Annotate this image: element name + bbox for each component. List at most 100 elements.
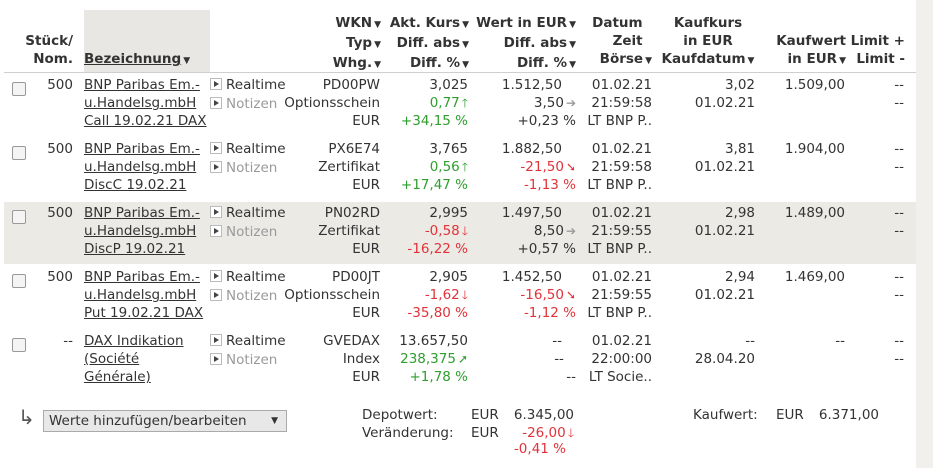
- notizen-link[interactable]: Notizen: [210, 223, 277, 241]
- play-icon: [210, 97, 222, 109]
- wkn: PX6E74 Zertifikat EUR: [318, 141, 380, 193]
- play-icon: [210, 289, 222, 301]
- security-name-link[interactable]: BNP Paribas Em.- u.Handelsg.mbH Call 19.02…: [84, 77, 207, 129]
- arrow-right-icon: ➔: [565, 224, 576, 238]
- header-kaufwert[interactable]: Kaufwert in EUR ▼: [776, 33, 846, 67]
- security-name-link[interactable]: BNP Paribas Em.- u.Handelsg.mbH DiscC 19.0…: [84, 141, 200, 193]
- header-wkn[interactable]: WKN ▼ Typ ▼ Whg. ▼: [332, 15, 381, 71]
- quantity: 500: [47, 77, 73, 93]
- table-row[interactable]: 500 BNP Paribas Em.- u.Handelsg.mbH DiscC 1…: [4, 138, 916, 200]
- table-row[interactable]: 500 BNP Paribas Em.- u.Handelsg.mbH Put 19.…: [4, 266, 916, 328]
- kaufwert: 1.469,00: [784, 269, 845, 285]
- play-icon: [210, 206, 222, 218]
- header-kaufkurs[interactable]: Kaufkurs in EUR Kaufdatum ▼: [661, 15, 755, 67]
- wkn: PN02RD Zertifikat EUR: [318, 205, 380, 257]
- quantity: 500: [47, 205, 73, 221]
- kaufkurs: 2,98 01.02.21: [694, 205, 755, 239]
- notizen-link[interactable]: Notizen: [210, 287, 277, 305]
- play-icon: [210, 334, 222, 346]
- row-checkbox[interactable]: [12, 274, 26, 288]
- realtime-link[interactable]: Realtime: [210, 204, 286, 222]
- chevron-down-icon: ▼: [645, 56, 652, 66]
- limits: -- --: [894, 77, 904, 111]
- kaufkurs: 2,94 01.02.21: [694, 269, 755, 303]
- security-name-link[interactable]: BNP Paribas Em.- u.Handelsg.mbH Put 19.02.…: [84, 269, 204, 321]
- play-icon: [210, 142, 222, 154]
- security-name-link[interactable]: BNP Paribas Em.- u.Handelsg.mbH DiscP 19.0…: [84, 205, 200, 257]
- header-datum[interactable]: Datum Zeit Börse ▼: [592, 15, 652, 67]
- arrow-down-right-icon: ➘: [565, 160, 576, 174]
- table-row[interactable]: 500 BNP Paribas Em.- u.Handelsg.mbH Call 19…: [4, 74, 916, 136]
- table-row[interactable]: -- DAX Indikation (Société Générale) Realtim…: [4, 330, 916, 392]
- kaufkurs: -- 28.04.20: [694, 333, 755, 367]
- header-bezeichnung[interactable]: Bezeichnung ▼: [84, 51, 191, 67]
- realtime-link[interactable]: Realtime: [210, 140, 286, 158]
- arrow-down-icon: 🡓: [461, 288, 468, 302]
- aktueller-kurs: 13.657,50 238,375 ➚ +1,78 %: [399, 333, 468, 385]
- aktueller-kurs: 2,995 -0,58 🡓 -16,22 %: [407, 205, 468, 257]
- kaufwert-total: 6.371,00: [818, 407, 879, 423]
- wkn: GVEDAX Index EUR: [323, 333, 380, 385]
- notizen-link[interactable]: Notizen: [210, 95, 277, 113]
- wert-in-eur: 1.512,50 3,50 ➔ +0,23 %: [501, 77, 576, 129]
- chevron-down-icon: ▼: [374, 20, 381, 30]
- datum-zeit-boerse: 01.02.21 21:59:58 LT BNP P..: [587, 141, 652, 193]
- quantity: 500: [47, 269, 73, 285]
- chevron-down-icon: ▼: [374, 60, 381, 70]
- chevron-down-icon: ▼: [462, 40, 469, 50]
- chevron-down-icon: ▼: [747, 56, 755, 66]
- arrow-down-icon: 🡓: [567, 426, 574, 440]
- notizen-link[interactable]: Notizen: [210, 351, 277, 369]
- scrollbar[interactable]: [916, 0, 933, 468]
- arrow-up-icon: 🡑: [461, 96, 468, 110]
- enter-arrow-icon: ↳: [18, 405, 35, 429]
- row-checkbox[interactable]: [12, 146, 26, 160]
- arrow-right-icon: ➔: [565, 96, 576, 110]
- wert-in-eur: 1.497,50 8,50 ➔ +0,57 %: [501, 205, 576, 257]
- wkn: PD00PW Optionsschein EUR: [284, 77, 380, 129]
- dropdown-arrow-icon: ▼: [271, 416, 278, 426]
- wkn: PD00JT Optionsschein EUR: [284, 269, 380, 321]
- chevron-down-icon: ▼: [569, 60, 576, 70]
- chevron-down-icon: ▼: [462, 60, 469, 70]
- security-name-link[interactable]: DAX Indikation (Société Générale): [84, 333, 184, 385]
- notizen-link[interactable]: Notizen: [210, 159, 277, 177]
- arrow-up-icon: 🡑: [461, 160, 468, 174]
- row-checkbox[interactable]: [12, 338, 26, 352]
- depotwert-currency: EUR: [471, 407, 499, 423]
- header-wert[interactable]: Wert in EUR ▼ Diff. abs ▼ Diff. % ▼: [476, 15, 576, 71]
- aktueller-kurs: 2,905 -1,62 🡓 -35,80 %: [407, 269, 468, 321]
- wert-in-eur: 1.452,50 -16,50 ➘ -1,12 %: [501, 269, 576, 321]
- datum-zeit-boerse: 01.02.21 21:59:55 LT BNP P..: [587, 269, 652, 321]
- chevron-down-icon: ▼: [569, 40, 576, 50]
- header-akt-kurs[interactable]: Akt. Kurs ▼ Diff. abs ▼ Diff. % ▼: [389, 15, 469, 71]
- datum-zeit-boerse: 01.02.21 21:59:55 LT BNP P..: [587, 205, 652, 257]
- realtime-link[interactable]: Realtime: [210, 268, 286, 286]
- add-edit-values-select[interactable]: Werte hinzufügen/bearbeiten ▼: [43, 410, 287, 432]
- play-icon: [210, 161, 222, 173]
- row-checkbox[interactable]: [12, 82, 26, 96]
- table-row[interactable]: 500 BNP Paribas Em.- u.Handelsg.mbH DiscP 1…: [4, 202, 916, 264]
- wert-in-eur: ----➔--: [552, 333, 576, 385]
- realtime-link[interactable]: Realtime: [210, 332, 286, 350]
- chevron-down-icon: ▼: [569, 20, 576, 30]
- arrow-down-icon: 🡓: [461, 224, 468, 238]
- header-stueck[interactable]: Stück/ Nom.: [25, 33, 73, 67]
- play-icon: [210, 225, 222, 237]
- header-limit[interactable]: Limit + Limit -: [850, 33, 905, 67]
- quantity: 500: [47, 141, 73, 157]
- realtime-link[interactable]: Realtime: [210, 76, 286, 94]
- wert-in-eur: 1.882,50 -21,50 ➘ -1,13 %: [501, 141, 576, 193]
- kaufkurs: 3,02 01.02.21: [694, 77, 755, 111]
- sorted-column-highlight: [84, 10, 210, 72]
- row-checkbox[interactable]: [12, 210, 26, 224]
- kaufwert: --: [835, 333, 845, 349]
- play-icon: [210, 78, 222, 90]
- chevron-down-icon: ▼: [462, 20, 469, 30]
- kaufkurs: 3,81 01.02.21: [694, 141, 755, 175]
- quantity: --: [63, 333, 73, 349]
- veraenderung-pct: -0,41 %: [513, 441, 566, 457]
- veraenderung-abs: -26,00 🡓: [522, 425, 574, 441]
- datum-zeit-boerse: 01.02.21 22:00:00 LT Socie..: [588, 333, 652, 385]
- kaufwert-currency: EUR: [776, 407, 804, 423]
